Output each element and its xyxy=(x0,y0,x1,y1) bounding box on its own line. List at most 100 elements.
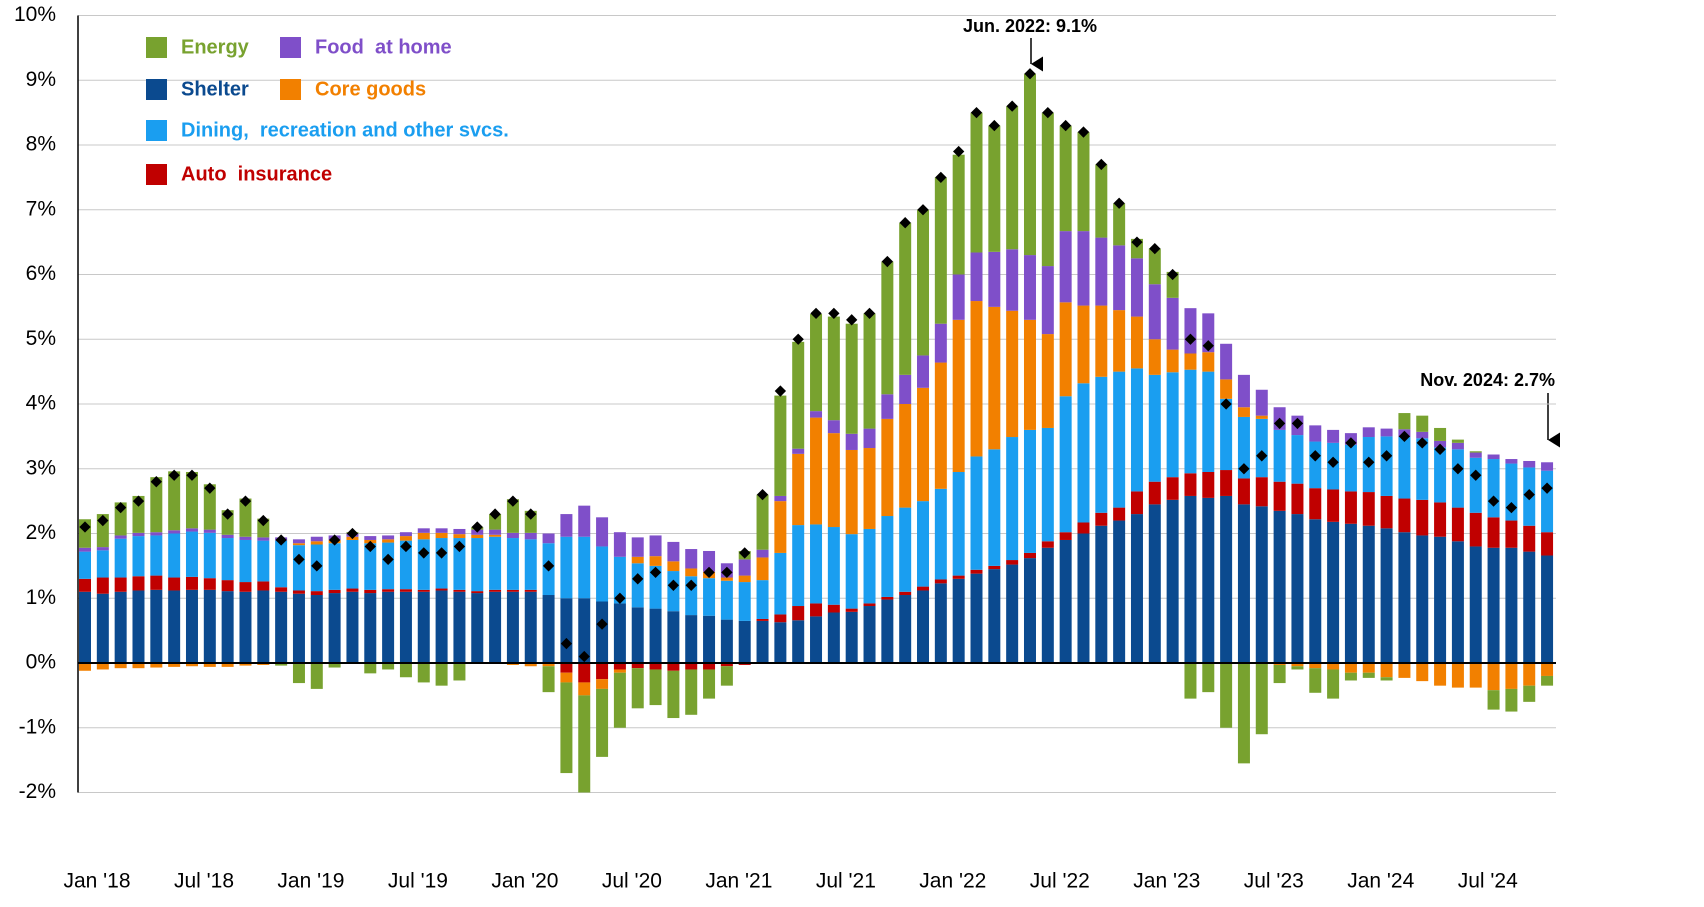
bar-segment xyxy=(560,536,573,599)
bar-segment xyxy=(239,498,252,537)
bar-segment xyxy=(1113,507,1126,521)
bar-segment xyxy=(399,536,412,541)
y-tick-label: 9% xyxy=(26,68,56,91)
headline-marker xyxy=(1470,469,1482,481)
bar-segment xyxy=(275,587,288,592)
bar-segment xyxy=(952,578,965,663)
bar-segment xyxy=(1255,477,1268,507)
bar-segment xyxy=(1255,415,1268,419)
bar-segment xyxy=(667,561,680,572)
bar-segment xyxy=(1023,255,1036,320)
bar-segment xyxy=(185,589,198,663)
y-tick-label: 0% xyxy=(26,651,56,674)
bar-segment xyxy=(649,556,662,566)
legend-swatch xyxy=(280,79,301,100)
bar-segment xyxy=(471,534,484,539)
x-tick-label: Jul '20 xyxy=(602,870,662,893)
headline-marker xyxy=(525,508,537,520)
bar-segment xyxy=(1451,439,1464,443)
bar-segment xyxy=(1220,379,1233,399)
bar-segment xyxy=(952,274,965,320)
bar-segment xyxy=(132,663,145,669)
headline-marker xyxy=(275,534,287,546)
headline-marker xyxy=(899,217,911,229)
bar-segment xyxy=(899,374,912,404)
bar-segment xyxy=(524,591,537,663)
bar-segment xyxy=(1291,666,1304,670)
headline-marker xyxy=(1434,443,1446,455)
bar-segment xyxy=(346,588,359,592)
bar-segment xyxy=(1469,663,1482,688)
bar-segment xyxy=(1523,525,1536,552)
headline-marker xyxy=(614,592,626,604)
legend-swatch xyxy=(146,120,167,141)
bar-segment xyxy=(827,604,840,613)
bar-segment xyxy=(827,433,840,528)
headline-marker xyxy=(1166,268,1179,281)
legend-label: Shelter xyxy=(181,78,249,100)
bar-segment xyxy=(1434,663,1447,686)
bar-segment xyxy=(132,576,145,591)
headline-marker xyxy=(560,637,573,650)
bar-segment xyxy=(1541,675,1554,686)
bar-segment xyxy=(489,591,502,663)
bar-segment xyxy=(970,252,983,302)
headline-marker xyxy=(1541,482,1553,494)
bar-segment xyxy=(221,591,234,663)
bar-segment xyxy=(1523,685,1536,702)
bar-segment xyxy=(1309,425,1322,442)
bar-segment xyxy=(1451,541,1464,663)
bar-segment xyxy=(96,550,109,578)
bar-segment xyxy=(453,589,466,592)
headline-marker xyxy=(1113,197,1125,209)
bar-segment xyxy=(1380,528,1393,663)
headline-marker xyxy=(435,547,448,559)
bar-segment xyxy=(1148,504,1161,663)
bar-segment xyxy=(631,607,644,663)
bar-segment xyxy=(1309,519,1322,663)
bar-segment xyxy=(988,306,1001,450)
bar-segment xyxy=(774,552,787,615)
legend-swatch xyxy=(280,37,301,58)
bar-segment xyxy=(952,471,965,576)
bar-segment xyxy=(899,595,912,663)
bar-segment xyxy=(1202,352,1215,372)
bar-segment xyxy=(221,580,234,592)
bar-segment xyxy=(506,589,519,592)
bar-segment xyxy=(631,663,644,669)
y-tick-label: 4% xyxy=(26,392,56,415)
bar-segment xyxy=(845,611,858,663)
bar-segment xyxy=(328,593,341,663)
bar-segment xyxy=(1291,514,1304,663)
bar-segment xyxy=(221,534,234,539)
bar-segment xyxy=(881,516,894,597)
bar-segment xyxy=(1041,266,1054,335)
bar-segment xyxy=(114,577,127,592)
annotation: Nov. 2024: 2.7% xyxy=(1420,370,1555,390)
bar-segment xyxy=(578,598,591,663)
bar-segment xyxy=(1487,690,1500,710)
bar-segment xyxy=(489,589,502,592)
headline-marker xyxy=(382,553,394,566)
bar-segment xyxy=(1380,663,1393,678)
bar-segment xyxy=(613,663,626,670)
bar-segment xyxy=(649,608,662,663)
headline-marker xyxy=(364,540,376,553)
bar-segment xyxy=(810,411,823,418)
headline-marker xyxy=(418,547,430,559)
headline-marker xyxy=(846,314,858,326)
bar-segment xyxy=(952,319,965,472)
headline-marker xyxy=(632,573,644,585)
bar-segment xyxy=(1041,547,1054,663)
bar-segment xyxy=(1344,663,1357,673)
bar-segment xyxy=(1255,418,1268,478)
bar-segment xyxy=(185,471,198,529)
bar-segment xyxy=(774,501,787,553)
bar-segment xyxy=(863,428,876,449)
bar-segment xyxy=(435,663,448,686)
bar-segment xyxy=(756,580,769,619)
bar-segment xyxy=(1541,663,1554,676)
bar-segment xyxy=(310,541,323,545)
bar-segment xyxy=(364,593,377,663)
bar-segment xyxy=(1273,481,1286,511)
